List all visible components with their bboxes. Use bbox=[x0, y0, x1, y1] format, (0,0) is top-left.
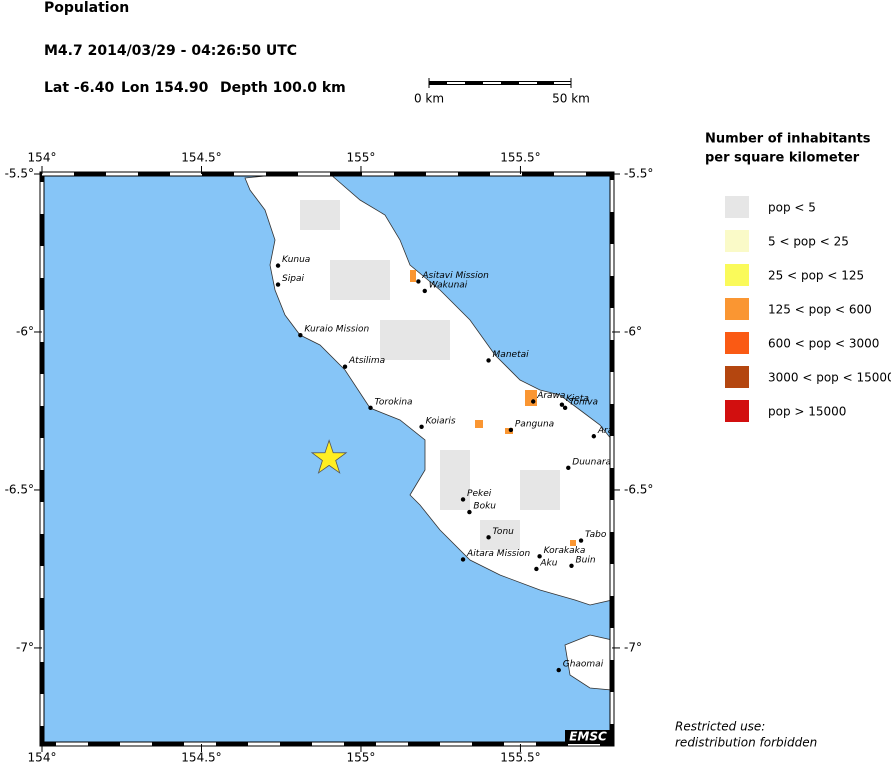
lon-label: 154° bbox=[28, 151, 57, 165]
scale-start: 0 km bbox=[414, 92, 444, 106]
credit-box bbox=[565, 730, 612, 744]
place-label: Manetai bbox=[493, 350, 530, 360]
lon-label: 155.5° bbox=[500, 151, 540, 165]
legend-label: 5 < pop < 25 bbox=[768, 235, 849, 249]
legend-title: per square kilometer bbox=[705, 151, 860, 166]
event: M4.7 2014/03/29 - 04:26:50 UTC bbox=[44, 43, 297, 59]
place-label: Koiaris bbox=[426, 416, 456, 426]
place-label: Wakunai bbox=[429, 280, 468, 290]
lat-label: -5.5° bbox=[5, 167, 34, 181]
map-frame bbox=[39, 171, 615, 747]
place-label: Aku bbox=[539, 558, 557, 568]
place-label: Kieta bbox=[566, 394, 589, 404]
place-label: Pekei bbox=[467, 489, 492, 499]
place-dot bbox=[562, 405, 568, 411]
legend-label: 3000 < pop < 15000 bbox=[768, 371, 891, 385]
place-label: Toniva bbox=[569, 397, 598, 407]
credit: EMSC bbox=[569, 730, 607, 744]
place-label: Atsilima bbox=[348, 356, 385, 366]
place-label: Ghaomai bbox=[563, 660, 604, 670]
place-dot bbox=[566, 465, 571, 471]
epicenter bbox=[310, 439, 348, 474]
place-label: Buin bbox=[575, 555, 595, 565]
lon-label: 155° bbox=[347, 751, 376, 765]
place-dot bbox=[486, 358, 491, 363]
lat-label: -5.5° bbox=[624, 167, 653, 181]
place-dot bbox=[368, 405, 373, 411]
legend-label: 125 < pop < 600 bbox=[768, 303, 872, 317]
place-label: Arawa bbox=[536, 391, 565, 401]
legend-label: 600 < pop < 3000 bbox=[768, 337, 879, 351]
notice: Restricted use: bbox=[675, 720, 765, 734]
legend-swatch bbox=[725, 298, 749, 320]
place-dot bbox=[460, 557, 466, 562]
place-label: Duunara bbox=[572, 457, 611, 467]
place-label: Torokina bbox=[375, 397, 413, 407]
lon-label: 155.5° bbox=[500, 751, 540, 765]
place-dot bbox=[556, 667, 561, 673]
scale-end: 50 km bbox=[552, 92, 590, 106]
legend-swatch bbox=[725, 264, 749, 286]
lat-label: -6.5° bbox=[624, 482, 653, 496]
place-label: Sipai bbox=[282, 274, 304, 284]
lat-label: -6.5° bbox=[5, 482, 34, 496]
legend-swatch bbox=[725, 366, 749, 388]
place-label: Tonu bbox=[493, 527, 515, 537]
place-dot bbox=[419, 424, 424, 429]
place-dot bbox=[422, 288, 427, 294]
place-dot bbox=[275, 282, 281, 287]
place-dot bbox=[578, 538, 584, 543]
place-dot bbox=[531, 399, 536, 404]
lat-label: -6° bbox=[624, 324, 642, 338]
place-dot bbox=[508, 427, 514, 433]
place-dot bbox=[486, 535, 491, 540]
place-label: Boku bbox=[473, 502, 496, 512]
lon-label: 155° bbox=[347, 151, 376, 165]
legend-label: pop > 15000 bbox=[768, 405, 846, 419]
place-label: Kuraio Mission bbox=[304, 325, 369, 335]
place-dot bbox=[467, 509, 472, 515]
lon-label: 154° bbox=[28, 751, 57, 765]
lat: Lat -6.40 bbox=[44, 80, 115, 96]
title: Population bbox=[44, 0, 129, 16]
scale-bar bbox=[428, 78, 572, 88]
place-label: Ara bbox=[597, 426, 613, 436]
legend-swatch bbox=[725, 332, 749, 354]
place-label: Aitara Mission bbox=[466, 549, 530, 559]
lon-label: 154.5° bbox=[181, 151, 221, 165]
lon: Lon 154.90 bbox=[121, 80, 209, 96]
place-dot bbox=[569, 563, 574, 568]
place-dot bbox=[416, 279, 421, 284]
lat-label: -7° bbox=[16, 640, 34, 654]
legend-title: Number of inhabitants bbox=[705, 132, 871, 147]
place-dot bbox=[534, 566, 539, 572]
notice: redistribution forbidden bbox=[675, 736, 817, 750]
place-label: Korakaka bbox=[544, 546, 586, 556]
place-dot bbox=[591, 434, 597, 439]
place-dot bbox=[342, 364, 348, 369]
place-label: Tabo bbox=[585, 530, 607, 540]
legend-label: 25 < pop < 125 bbox=[768, 269, 864, 283]
place-dot bbox=[559, 402, 565, 407]
place-dot bbox=[537, 554, 542, 559]
legend-swatch bbox=[725, 230, 749, 252]
depth: Depth 100.0 km bbox=[220, 80, 346, 96]
place-label: Kunua bbox=[282, 255, 310, 265]
lon-label: 154.5° bbox=[181, 751, 221, 765]
place-label: Asitavi Mission bbox=[421, 271, 489, 281]
lat-label: -7° bbox=[624, 640, 642, 654]
place-dot bbox=[460, 497, 466, 502]
legend-label: pop < 5 bbox=[768, 201, 816, 215]
legend-swatch bbox=[725, 400, 749, 422]
lat-label: -6° bbox=[16, 324, 34, 338]
place-dot bbox=[298, 332, 303, 338]
place-label: Panguna bbox=[515, 419, 554, 429]
place-dot bbox=[275, 263, 281, 268]
legend-swatch bbox=[725, 196, 749, 218]
